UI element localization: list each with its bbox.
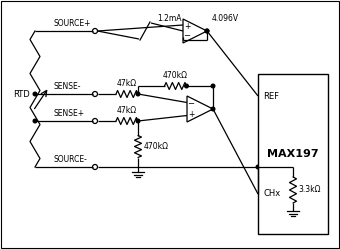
Circle shape [92,91,98,97]
Text: SOURCE+: SOURCE+ [53,19,90,28]
Circle shape [33,92,37,96]
Circle shape [92,28,98,34]
Text: +: + [188,110,194,119]
Text: RTD: RTD [13,89,29,99]
Circle shape [291,165,295,169]
Text: 1.2mA: 1.2mA [157,14,182,23]
Text: REF: REF [263,91,279,101]
Text: −: − [184,32,190,41]
Text: 470kΩ: 470kΩ [144,142,169,151]
Text: 4.096V: 4.096V [212,14,239,23]
Circle shape [211,84,215,88]
Text: CHx: CHx [263,189,280,198]
Text: SENSE-: SENSE- [53,82,81,91]
Circle shape [185,84,188,88]
Circle shape [205,29,209,33]
Circle shape [205,29,209,33]
Circle shape [256,165,260,169]
Circle shape [92,119,98,124]
Text: MAX197: MAX197 [267,149,319,159]
Circle shape [136,119,140,123]
Text: SOURCE-: SOURCE- [53,155,87,164]
FancyBboxPatch shape [258,74,328,234]
Text: SENSE+: SENSE+ [53,109,84,118]
Circle shape [33,119,37,123]
Circle shape [211,107,215,111]
Text: +: + [184,21,190,30]
Text: 47kΩ: 47kΩ [117,106,137,115]
Text: −: − [187,99,194,108]
Circle shape [92,165,98,170]
Text: 470kΩ: 470kΩ [163,71,188,80]
Text: 3.3kΩ: 3.3kΩ [298,186,321,194]
Circle shape [136,92,140,96]
Text: 47kΩ: 47kΩ [117,79,137,88]
